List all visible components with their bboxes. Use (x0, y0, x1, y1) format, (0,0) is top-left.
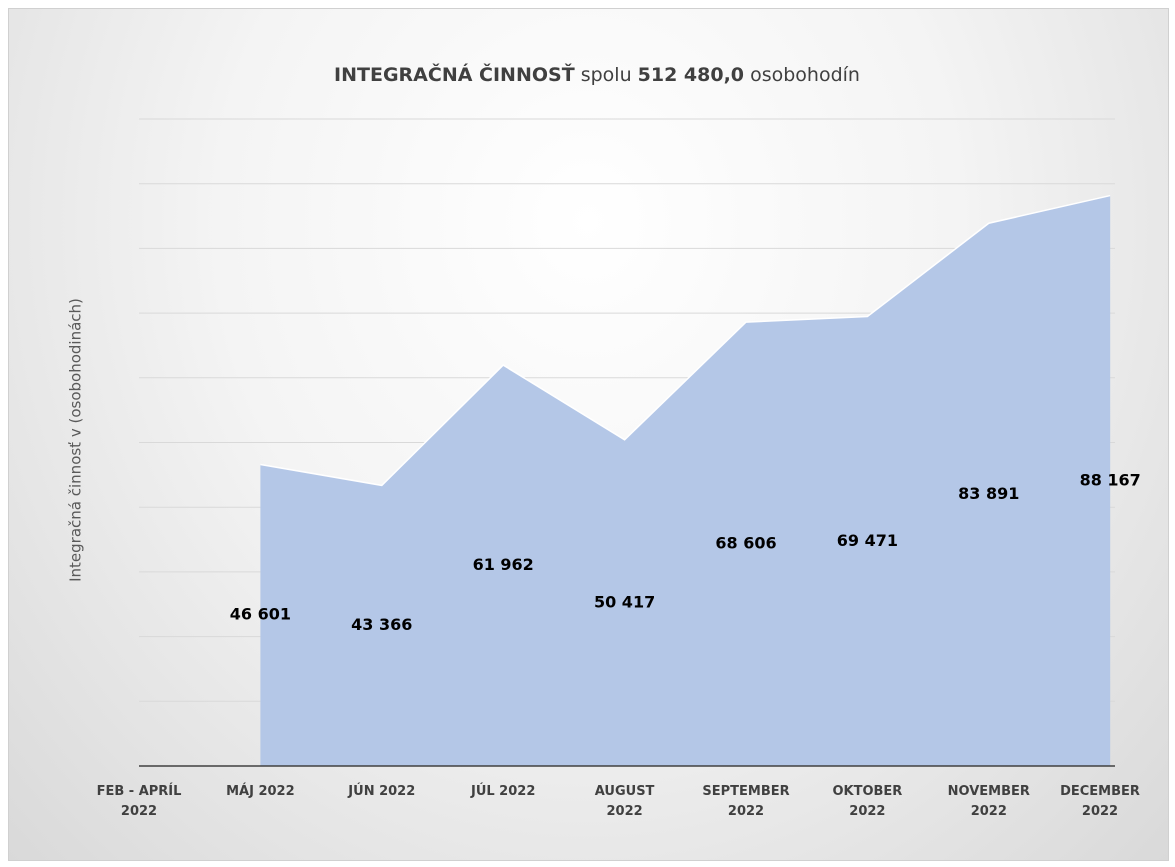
data-label: 50 417 (594, 592, 655, 611)
x-tick-label: AUGUST 2022 (594, 784, 655, 819)
area (260, 195, 1111, 766)
x-tick-label: DECEMBER 2022 (1060, 784, 1140, 819)
title-part: INTEGRAČNÁ ČINNOSŤ (334, 62, 575, 86)
data-label: 46 601 (230, 605, 291, 624)
data-label: 88 167 (1080, 470, 1141, 489)
x-tick-label: MÁJ 2022 (226, 784, 295, 799)
x-tick-label: NOVEMBER 2022 (947, 784, 1030, 819)
data-label: 43 366 (351, 615, 412, 634)
chart-title: INTEGRAČNÁ ČINNOSŤ spolu 512 480,0 osobo… (334, 62, 860, 86)
area-edge (260, 194, 1111, 487)
x-tick-label: SEPTEMBER 2022 (702, 784, 790, 819)
title-part: osobohodín (750, 64, 860, 86)
data-label: 83 891 (958, 484, 1019, 503)
title-part: spolu (581, 64, 632, 86)
data-label: 68 606 (715, 534, 776, 553)
data-label: 69 471 (837, 531, 898, 550)
x-tick-label: JÚL 2022 (470, 784, 536, 799)
data-label: 61 962 (473, 555, 534, 574)
x-tick-label: FEB - APRÍL 2022 (96, 784, 182, 819)
x-tick-label: JÚN 2022 (348, 784, 416, 799)
x-tick-label: OKTOBER 2022 (832, 784, 903, 819)
y-axis-label: Integračná činnosť v (osobohodinách) (67, 298, 85, 582)
title-part: 512 480,0 (638, 64, 744, 86)
